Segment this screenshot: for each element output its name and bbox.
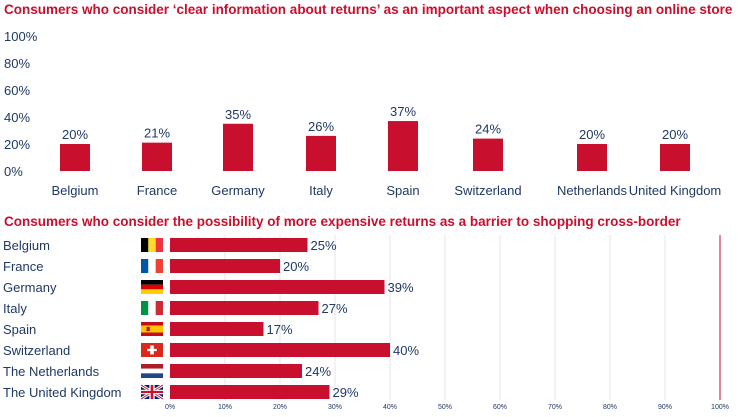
italy-flag-icon [141, 301, 163, 315]
category-label-belgium: Belgium [52, 183, 99, 198]
x-tick-label: 70% [548, 404, 562, 411]
bar-switzerland [473, 138, 503, 171]
category-label-france: France [137, 183, 177, 198]
switzerland-flag-icon [141, 343, 163, 357]
x-tick-label: 100% [711, 404, 729, 411]
y-tick-label: 60% [4, 83, 30, 98]
bar-belgium [60, 144, 90, 171]
bar-germany [223, 123, 253, 171]
category-label-belgium: Belgium [3, 238, 50, 253]
data-label-the-netherlands: 24% [305, 364, 331, 379]
returns-info-bar-chart: 0% 20% 40% 60% 80% 100% 20% Belgium 21% France 35%… [4, 29, 722, 198]
bar-switzerland [170, 343, 390, 357]
category-label-the-netherlands: The Netherlands [3, 364, 100, 379]
category-label-united-kingdom: United Kingdom [629, 183, 722, 198]
category-label-italy: Italy [3, 301, 27, 316]
category-label-germany: Germany [3, 280, 57, 295]
data-label-united-kingdom: 20% [662, 127, 688, 142]
x-tick-label: 10% [218, 404, 232, 411]
data-label-italy: 27% [322, 301, 348, 316]
category-label-germany: Germany [211, 183, 265, 198]
germany-flag-icon [141, 280, 163, 294]
data-label-spain: 17% [267, 322, 293, 337]
category-label-spain: Spain [386, 183, 419, 198]
category-label-italy: Italy [309, 183, 333, 198]
data-label-netherlands: 20% [579, 127, 605, 142]
data-label-france: 21% [144, 126, 170, 141]
top-chart-title: Consumers who consider ‘clear informatio… [4, 2, 733, 17]
y-tick-label: 80% [4, 56, 30, 71]
bar-germany [170, 280, 385, 294]
y-tick-label: 20% [4, 137, 30, 152]
data-label-spain: 37% [390, 104, 416, 119]
x-tick-label: 80% [603, 404, 617, 411]
category-label-netherlands: Netherlands [557, 183, 628, 198]
bar-the-netherlands [170, 364, 302, 378]
y-tick-label: 100% [4, 29, 38, 44]
bar-france [142, 142, 172, 171]
data-label-switzerland: 24% [475, 122, 501, 137]
bar-netherlands [577, 144, 607, 171]
category-label-the-united-kingdom: The United Kingdom [3, 385, 122, 400]
bottom-chart-title: Consumers who consider the possibility o… [4, 214, 681, 229]
spain-flag-icon [141, 322, 163, 336]
x-tick-label: 90% [658, 404, 672, 411]
bar-united-kingdom [660, 144, 690, 171]
data-label-the-united-kingdom: 29% [333, 385, 359, 400]
france-flag-icon [141, 259, 163, 273]
bar-the-united-kingdom [170, 385, 330, 399]
data-label-switzerland: 40% [393, 343, 419, 358]
x-tick-label: 50% [438, 404, 452, 411]
y-tick-label: 40% [4, 110, 30, 125]
bar-italy [170, 301, 319, 315]
bar-belgium [170, 238, 308, 252]
bar-italy [306, 135, 336, 171]
data-label-belgium: 25% [311, 238, 337, 253]
x-tick-label: 60% [493, 404, 507, 411]
category-label-france: France [3, 259, 43, 274]
united-kingdom-flag-icon [140, 383, 164, 401]
data-label-germany: 35% [225, 107, 251, 122]
x-tick-label: 0% [165, 404, 175, 411]
category-label-switzerland: Switzerland [3, 343, 70, 358]
bar-france [170, 259, 280, 273]
data-label-germany: 39% [388, 280, 414, 295]
data-label-belgium: 20% [62, 127, 88, 142]
x-tick-label: 40% [383, 404, 397, 411]
x-tick-label: 30% [328, 404, 342, 411]
y-tick-label: 0% [4, 164, 23, 179]
belgium-flag-icon [141, 238, 163, 252]
netherlands-flag-icon [141, 364, 163, 378]
bar-spain [388, 121, 418, 171]
x-tick-label: 20% [273, 404, 287, 411]
category-label-spain: Spain [3, 322, 36, 337]
bar-spain [170, 322, 264, 336]
data-label-france: 20% [283, 259, 309, 274]
category-label-switzerland: Switzerland [454, 183, 521, 198]
data-label-italy: 26% [308, 119, 334, 134]
